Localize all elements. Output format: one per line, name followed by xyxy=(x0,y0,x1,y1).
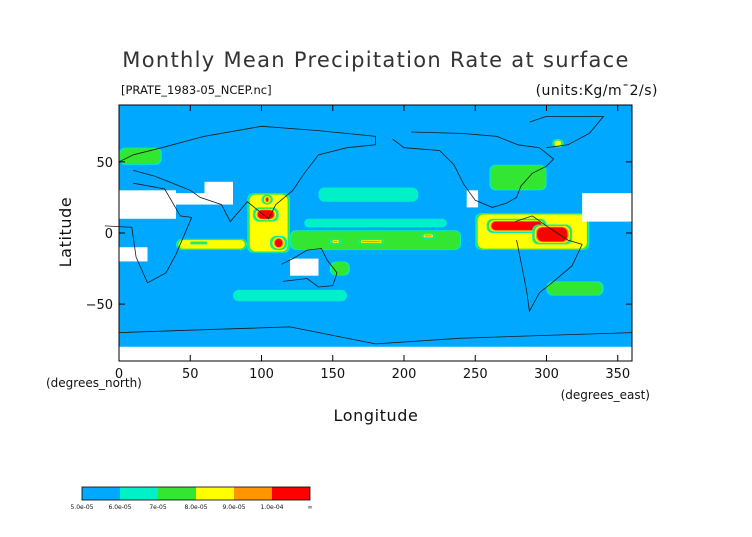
y-tick-label: 0 xyxy=(105,227,113,242)
precip-band-level-3 xyxy=(554,140,562,147)
precip-band-level-4 xyxy=(362,240,381,243)
precip-band-level-5 xyxy=(491,221,542,231)
chart-title: Monthly Mean Precipitation Rate at surfa… xyxy=(122,48,629,72)
precip-band-level-3 xyxy=(178,240,245,249)
precip-band-level-5 xyxy=(537,227,568,242)
colorbar-label: 8.0e-05 xyxy=(184,504,207,511)
precip-band-level-1 xyxy=(318,187,419,202)
colorbar-label: 1.0e-04 xyxy=(260,504,283,511)
colorbar-swatch xyxy=(158,487,196,500)
coastline-segment xyxy=(529,116,605,149)
precip-region xyxy=(486,218,547,233)
precip-band-level-4 xyxy=(333,240,338,243)
coastlines xyxy=(104,116,633,345)
x-tick-label: 300 xyxy=(534,367,559,382)
coastline-segment xyxy=(118,125,376,223)
precip-region xyxy=(532,224,573,245)
x-tick-label: 200 xyxy=(392,367,417,382)
precip-region xyxy=(190,241,208,245)
x-axis-label: Longitude xyxy=(334,406,419,425)
precip-region xyxy=(489,164,547,191)
missing-data-region xyxy=(119,247,148,262)
precip-band-level-2 xyxy=(191,242,207,244)
missing-data-region xyxy=(119,346,632,361)
precip-band-level-2 xyxy=(120,148,161,165)
colorbar-swatch xyxy=(120,487,158,500)
precip-band-level-1 xyxy=(233,289,347,302)
precip-band-level-2 xyxy=(547,282,603,295)
colorbar-label: 6.0e-05 xyxy=(108,504,131,511)
precip-region xyxy=(119,147,162,165)
colorbar-label: 9.0e-05 xyxy=(222,504,245,511)
precip-region xyxy=(546,281,604,296)
colorbar-swatch xyxy=(82,487,120,500)
precip-region xyxy=(261,194,273,205)
x-unit-note: (degrees_east) xyxy=(561,388,650,402)
colorbar-frame xyxy=(81,486,311,501)
precip-band-level-2 xyxy=(490,165,546,190)
colorbar-swatch xyxy=(196,487,234,500)
x-tick-label: 0 xyxy=(115,367,123,382)
x-tick-label: 150 xyxy=(320,367,345,382)
precip-band-level-2 xyxy=(331,262,349,275)
precip-region xyxy=(329,238,342,245)
coastline-segment xyxy=(104,182,193,284)
coastline-segment xyxy=(118,326,633,345)
x-tick-label: 50 xyxy=(182,367,199,382)
precip-region xyxy=(304,218,447,228)
colorbar-label: 5.0e-05 xyxy=(70,504,93,511)
chart-units: (units:Kg/m¯2/s) xyxy=(536,83,658,99)
precip-region xyxy=(421,233,436,239)
missing-data-region xyxy=(290,258,319,276)
y-unit-note: (degrees_north) xyxy=(46,376,142,390)
chart-subtitle: [PRATE_1983-05_NCEP.nc] xyxy=(121,83,272,97)
colorbar: 5.0e-05 6.0e-05 7e-05 8.0e-05 9.0e-05 1.0e-04… xyxy=(70,486,313,511)
colorbar-swatch xyxy=(272,487,310,500)
coastline-segment xyxy=(281,248,338,288)
colorbar-label: 7e-05 xyxy=(149,504,166,511)
missing-data-region xyxy=(204,181,233,197)
missing-data-region xyxy=(582,193,632,222)
colorbar-swatch xyxy=(234,487,272,500)
precip-region xyxy=(176,238,248,251)
precip-band-level-5 xyxy=(266,197,269,202)
precip-region xyxy=(233,289,347,302)
precip-band-level-1 xyxy=(304,218,447,228)
precip-region xyxy=(270,235,288,251)
precip-band-level-5 xyxy=(274,238,283,248)
y-tick-label: 50 xyxy=(96,156,113,171)
coastline-segment xyxy=(392,131,555,208)
colorbar-label: ∞ xyxy=(308,504,313,511)
missing-data-region xyxy=(466,190,479,208)
precip-region xyxy=(358,238,385,245)
precip-band-level-4 xyxy=(424,235,432,237)
axes: 0 50 100 150 200 250 300 350 50 0 −50 xyxy=(86,105,632,382)
x-tick-label: 250 xyxy=(463,367,488,382)
x-tick-label: 350 xyxy=(605,367,630,382)
y-tick-label: −50 xyxy=(86,298,113,313)
y-axis-label: Latitude xyxy=(56,197,75,268)
precip-region xyxy=(318,187,419,202)
missing-data-region xyxy=(119,190,176,219)
plot-area xyxy=(104,104,633,362)
coastline-segment xyxy=(515,215,583,313)
x-tick-label: 100 xyxy=(249,367,274,382)
precip-region xyxy=(329,261,350,276)
